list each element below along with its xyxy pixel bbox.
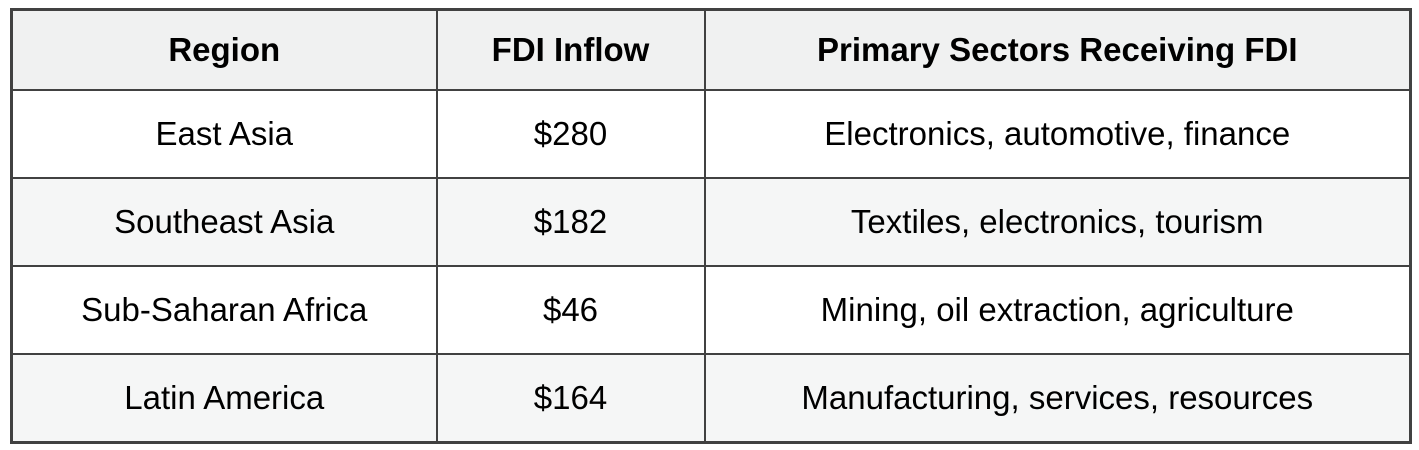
cell-region: Southeast Asia	[10, 177, 438, 267]
table-row: Latin America $164 Manufacturing, servic…	[10, 353, 1412, 444]
cell-sectors: Textiles, electronics, tourism	[703, 177, 1412, 267]
table-row: East Asia $280 Electronics, automotive, …	[10, 89, 1412, 179]
cell-region: East Asia	[10, 89, 438, 179]
cell-region: Latin America	[10, 353, 438, 444]
header-sectors: Primary Sectors Receiving FDI	[703, 8, 1412, 91]
cell-region: Sub-Saharan Africa	[10, 265, 438, 355]
cell-sectors: Electronics, automotive, finance	[703, 89, 1412, 179]
fdi-table: Region FDI Inflow Primary Sectors Receiv…	[10, 8, 1412, 444]
header-fdi-inflow: FDI Inflow	[435, 8, 706, 91]
cell-fdi-inflow: $164	[435, 353, 706, 444]
table-row: Southeast Asia $182 Textiles, electronic…	[10, 177, 1412, 267]
header-row: Region FDI Inflow Primary Sectors Receiv…	[10, 8, 1412, 91]
cell-fdi-inflow: $182	[435, 177, 706, 267]
table-row: Sub-Saharan Africa $46 Mining, oil extra…	[10, 265, 1412, 355]
cell-fdi-inflow: $280	[435, 89, 706, 179]
header-region: Region	[10, 8, 438, 91]
cell-sectors: Manufacturing, services, resources	[703, 353, 1412, 444]
cell-fdi-inflow: $46	[435, 265, 706, 355]
cell-sectors: Mining, oil extraction, agriculture	[703, 265, 1412, 355]
